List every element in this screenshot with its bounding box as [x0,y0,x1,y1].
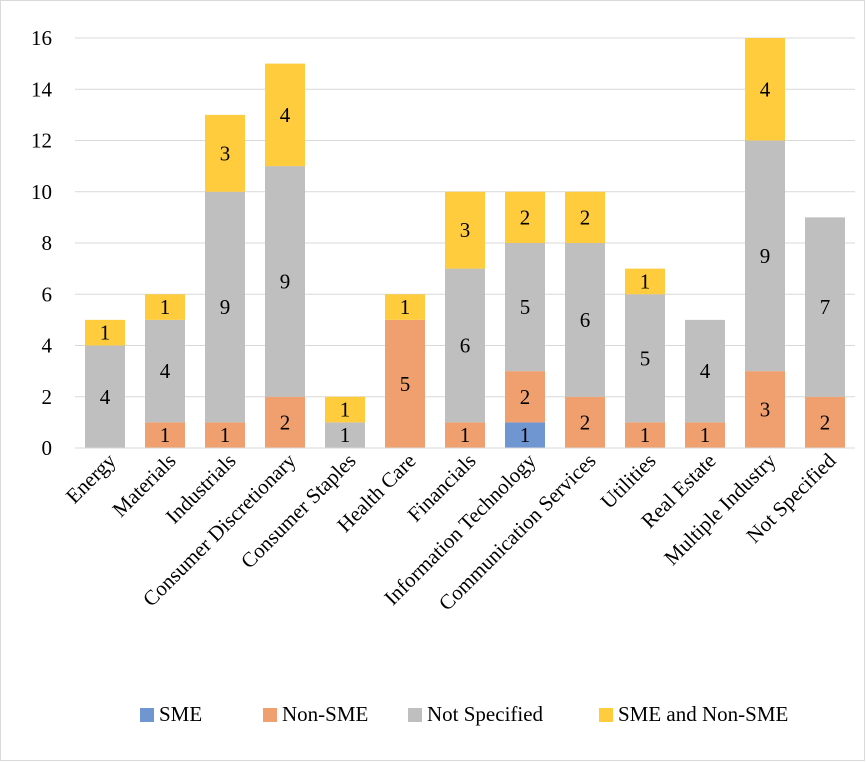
bar-segment [145,294,185,320]
data-label: 4 [700,359,711,383]
data-label: 2 [280,410,291,434]
bar-segment [565,396,605,448]
data-label: 1 [220,423,231,447]
bar-segment [205,422,245,448]
data-label: 3 [760,398,771,422]
bar-segment [145,422,185,448]
legend-label: Non-SME [282,702,368,726]
data-label: 6 [460,334,471,358]
y-tick-label: 0 [42,436,53,460]
data-label: 9 [280,269,291,293]
bar-segment [565,191,605,243]
data-label: 4 [280,103,291,127]
data-label: 4 [160,359,171,383]
bar-segment [265,63,305,167]
bar-segment [85,319,125,346]
legend-label: Not Specified [427,702,544,726]
y-tick-label: 10 [31,180,52,204]
data-label: 5 [400,372,411,396]
data-label: 1 [520,423,531,447]
data-label: 2 [520,205,531,229]
y-tick-label: 14 [31,77,53,101]
data-label: 1 [340,423,351,447]
data-label: 2 [580,205,591,229]
y-tick-label: 4 [42,334,53,358]
bar-segment [445,268,485,423]
bar-segment [745,38,785,141]
data-label: 5 [640,346,651,370]
data-label: 6 [580,308,591,332]
legend-swatch [263,708,277,722]
data-label: 9 [760,244,771,268]
bar-segment [85,345,125,448]
bar-segment [205,114,245,192]
legend-label: SME and Non-SME [618,702,788,726]
bar-segment [625,294,665,423]
data-label: 1 [400,295,411,319]
data-label: 1 [640,423,651,447]
bar-segment [805,396,845,448]
data-label: 1 [640,269,651,293]
bar-segment [505,422,545,448]
bar-segment [325,422,365,448]
data-label: 9 [220,295,231,319]
legend-label: SME [159,702,202,726]
bar-segment [685,319,725,423]
bar-segment [805,217,845,397]
legend-swatch [599,708,613,722]
data-label: 1 [100,321,111,345]
data-label: 1 [160,295,171,319]
data-label: 4 [100,385,111,409]
y-tick-label: 2 [42,385,53,409]
bar-segment [685,422,725,448]
bar-segments [85,38,845,448]
bar-segment [505,371,545,423]
y-tick-label: 8 [42,231,53,255]
bar-segment [445,422,485,448]
legend-swatch [408,708,422,722]
data-label: 1 [700,423,711,447]
bar-segment [385,319,425,448]
y-tick-label: 12 [31,129,52,153]
data-label: 7 [820,295,831,319]
data-label: 3 [460,218,471,242]
data-label: 1 [160,423,171,447]
bar-segment [505,191,545,243]
bar-segment [505,243,545,372]
data-label: 1 [460,423,471,447]
bar-segment [625,422,665,448]
data-label: 4 [760,77,771,101]
data-label: 2 [820,410,831,434]
data-label: 5 [520,295,531,319]
data-label: 2 [580,410,591,434]
bar-segment [265,396,305,448]
y-axis-tick-labels: 0 2 4 6 8 10 12 14 16 [31,26,53,460]
bar-segment [205,191,245,423]
bar-segment [745,371,785,448]
data-label: 3 [220,141,231,165]
bar-segment [265,166,305,397]
bar-segment [385,294,425,320]
bar-segment [565,243,605,397]
bar-segment [745,140,785,372]
bar-segment [625,268,665,295]
y-tick-label: 16 [31,26,52,50]
legend: SME Non-SME Not Specified SME and Non-SME [140,702,788,726]
y-tick-label: 6 [42,282,53,306]
legend-swatch [140,708,154,722]
data-label: 2 [520,385,531,409]
bar-segment [325,396,365,423]
bar-segment [145,319,185,423]
data-label: 1 [340,398,351,422]
bar-segment [445,191,485,269]
